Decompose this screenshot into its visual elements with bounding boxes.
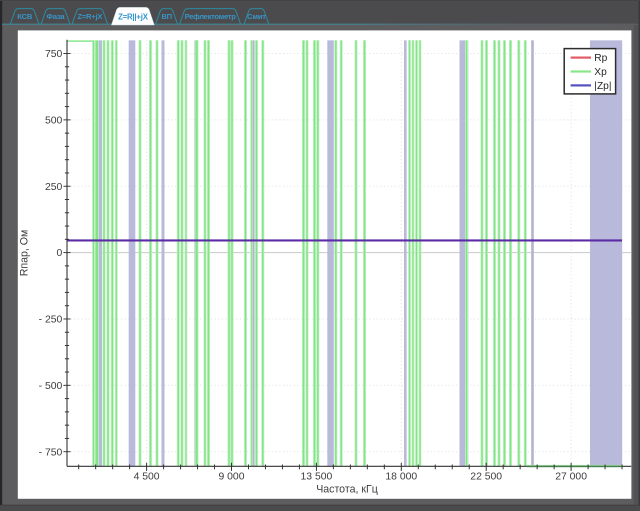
svg-text:ВП: ВП <box>161 12 172 21</box>
svg-text:27 000: 27 000 <box>555 472 587 483</box>
svg-text:18 000: 18 000 <box>385 472 417 483</box>
svg-text:0: 0 <box>57 248 63 259</box>
svg-text:250: 250 <box>45 182 63 193</box>
svg-text:Фаза: Фаза <box>47 12 66 21</box>
svg-text:22 500: 22 500 <box>470 472 502 483</box>
svg-text:- 250: - 250 <box>39 315 63 326</box>
svg-text:Z=R+jX: Z=R+jX <box>77 12 102 21</box>
svg-text:- 500: - 500 <box>39 381 63 392</box>
svg-text:Xp: Xp <box>594 67 607 78</box>
svg-text:Rp: Rp <box>594 53 607 64</box>
svg-text:4 500: 4 500 <box>134 472 160 483</box>
svg-text:Z=R||+jX: Z=R||+jX <box>118 12 149 21</box>
svg-text:13 500: 13 500 <box>301 472 333 483</box>
svg-text:Рефлектометр: Рефлектометр <box>185 12 237 21</box>
svg-text:- 750: - 750 <box>39 447 63 458</box>
svg-text:9 000: 9 000 <box>218 472 244 483</box>
svg-text:750: 750 <box>45 49 63 60</box>
svg-text:500: 500 <box>45 116 63 127</box>
svg-text:КСВ: КСВ <box>17 12 33 21</box>
svg-text:|Zp|: |Zp| <box>594 81 611 92</box>
svg-text:Частота, кГц: Частота, кГц <box>316 483 378 495</box>
svg-text:Rпар, Ом: Rпар, Ом <box>19 230 31 277</box>
svg-text:Смит: Смит <box>247 12 266 21</box>
